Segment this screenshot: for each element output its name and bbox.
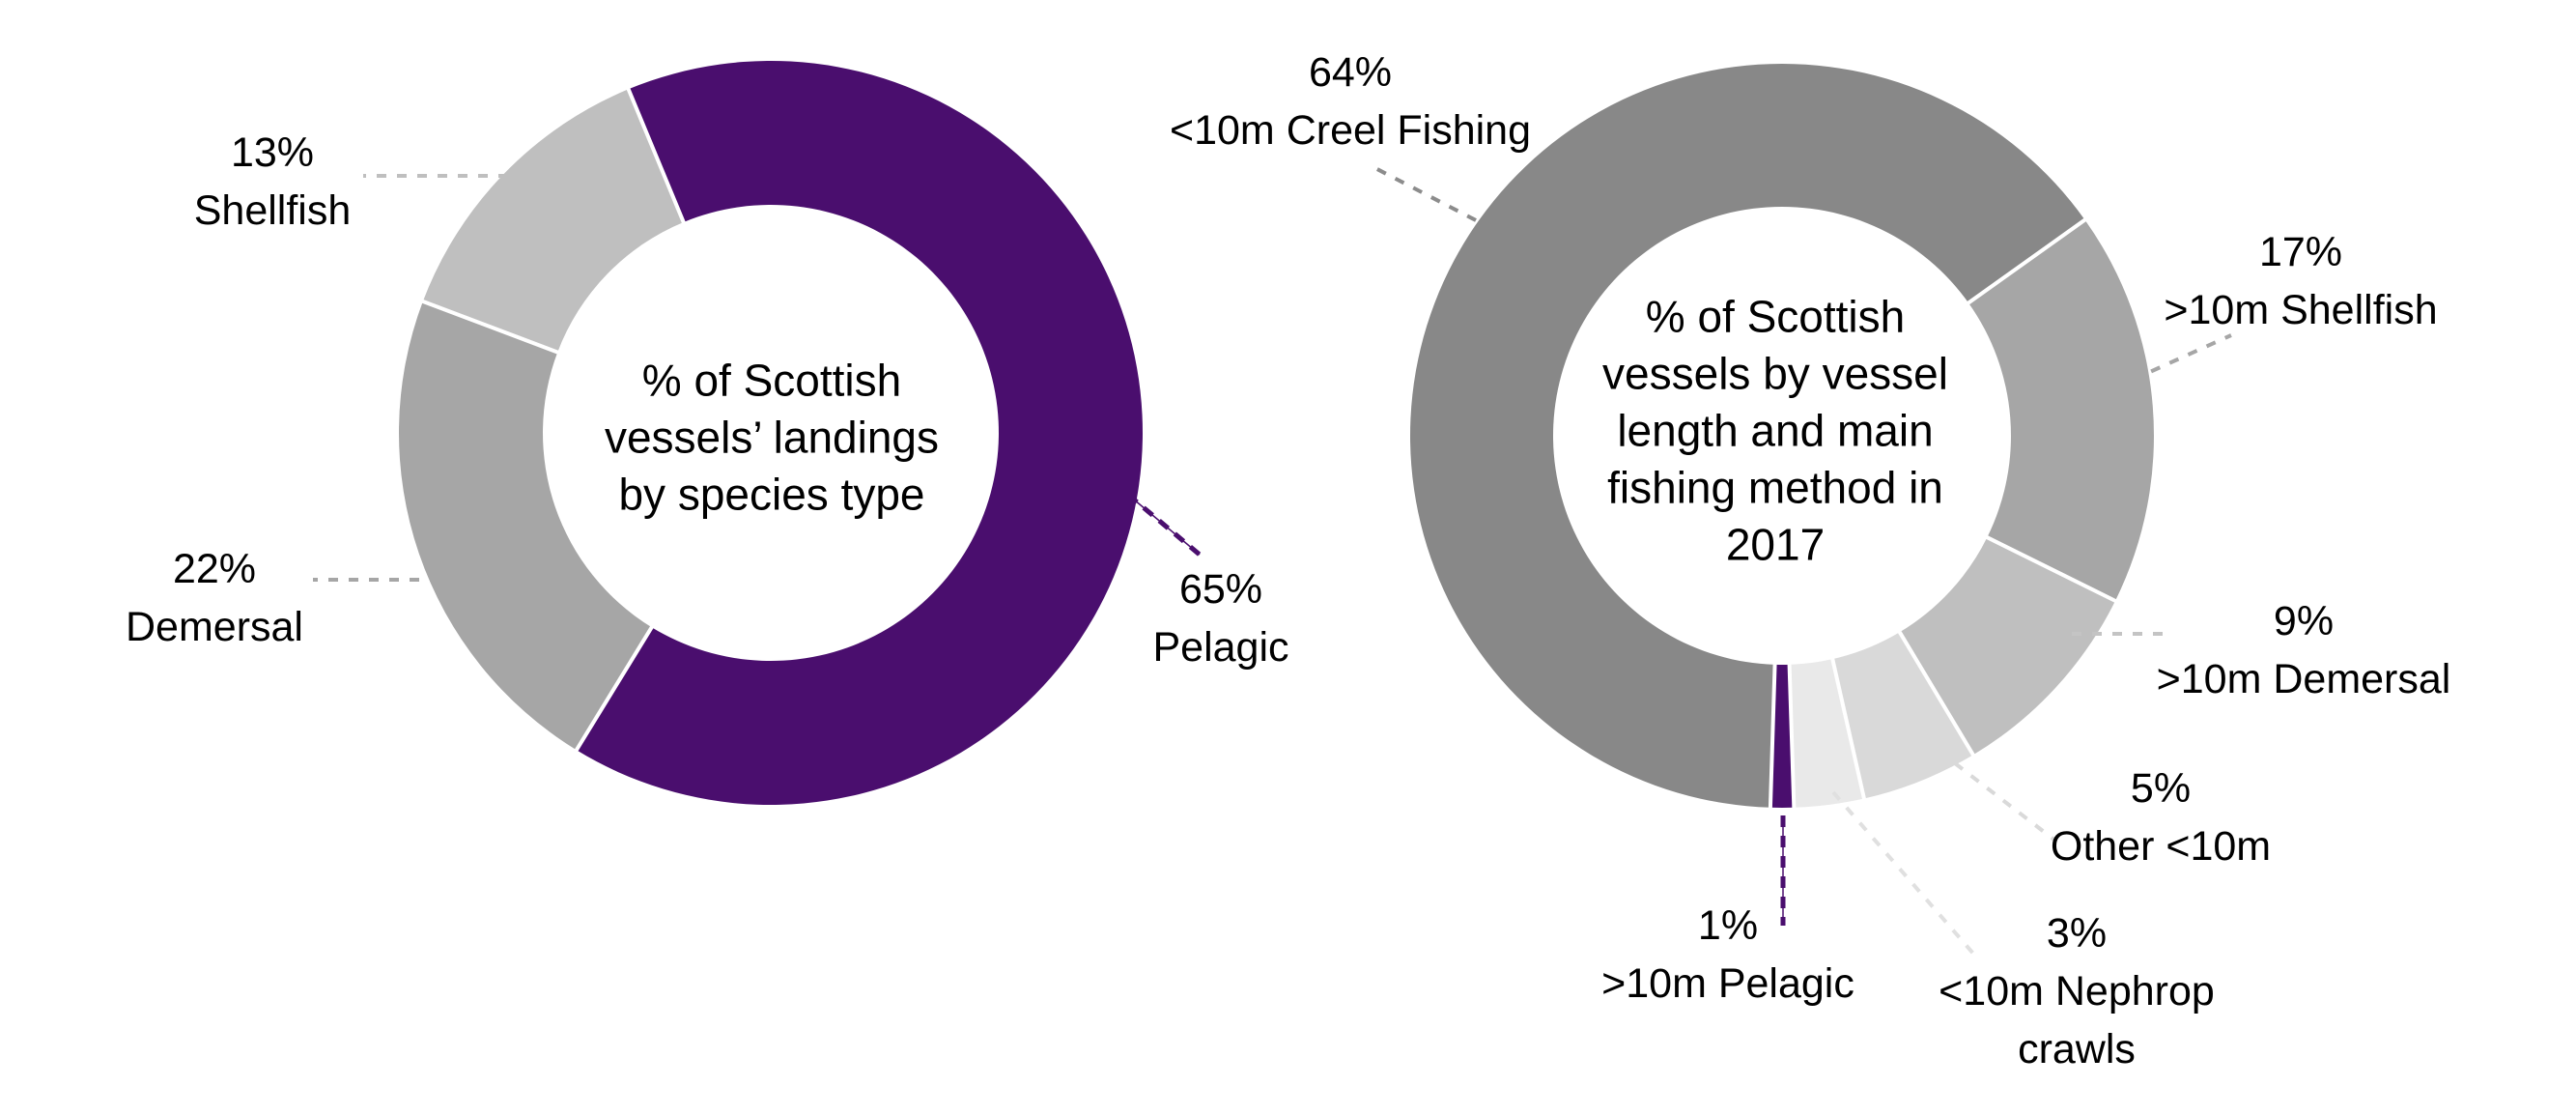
data-label-line: >10m Pelagic <box>1601 960 1854 1007</box>
vessels-by-length-and-method-slice-pelagic-over-10m <box>1769 664 1795 808</box>
data-label-line: 22% <box>172 546 257 592</box>
data-label-line: 17% <box>2258 229 2343 275</box>
vessels-by-length-and-method-data-label-pelagic-over-10m: 1% >10m Pelagic <box>1601 897 1854 1013</box>
vessels-by-length-and-method-slice-creel-fishing-under-10m <box>1409 63 2085 808</box>
landings-by-species-slice-separator <box>574 624 655 754</box>
vessels-by-length-and-method-leader-line-creel-fishing-under-10m <box>1371 164 1477 222</box>
vessels-by-length-and-method-slice-separator <box>1966 216 2088 306</box>
data-label-line: 1% <box>1697 902 1759 949</box>
right-donut-title-line: vessels by vessel <box>1602 348 1948 399</box>
data-label-line: Other <10m <box>2050 823 2272 870</box>
vessels-by-length-and-method-slice-other-under-10m <box>1832 632 1973 799</box>
landings-by-species-slice-shellfish <box>422 89 684 353</box>
landings-by-species-slice-separator <box>420 299 560 356</box>
landings-by-species-data-label-demersal: 22% Demersal <box>126 540 303 656</box>
data-label-line: >10m Shellfish <box>2164 287 2438 333</box>
right-donut-title-line: fishing method in <box>1607 462 1943 513</box>
landings-by-species-slice-pelagic <box>576 61 1143 806</box>
vessels-by-length-and-method-slice-separator <box>1829 656 1867 801</box>
landings-by-species-data-label-pelagic: 65% Pelagic <box>1152 560 1288 676</box>
vessels-by-length-and-method-leader-line-nephrop-crawls-under-10m <box>1831 790 1976 957</box>
data-label-line: 5% <box>2130 765 2192 812</box>
vessels-by-length-and-method-data-label-creel-fishing-under-10m: 64% <10m Creel Fishing <box>1170 43 1531 159</box>
vessels-by-length-and-method-slice-separator <box>1984 534 2118 604</box>
left-donut-title-line: % of Scottish <box>641 355 902 406</box>
left-donut-title-line: by species type <box>618 469 925 520</box>
landings-by-species-data-label-shellfish: 13% Shellfish <box>194 124 352 240</box>
left-donut-center-title: % of Scottish vessels’ landings by speci… <box>605 353 939 524</box>
right-donut-title-line: % of Scottish <box>1645 291 1906 342</box>
vessels-by-length-and-method-data-label-other-under-10m: 5% Other <10m <box>2051 759 2271 875</box>
landings-by-species-slice-separator <box>626 86 687 225</box>
vessels-by-length-and-method-slice-separator <box>1768 662 1777 810</box>
data-label-line: 9% <box>2273 598 2335 644</box>
landings-by-species-slice-demersal <box>399 300 652 751</box>
right-donut-title-line: length and main <box>1617 405 1934 456</box>
data-label-line: 13% <box>230 129 315 176</box>
data-label-line: Pelagic <box>1152 624 1289 671</box>
data-label-line: 64% <box>1308 49 1393 96</box>
data-label-line: <10m Creel Fishing <box>1169 107 1532 154</box>
vessels-by-length-and-method-slice-separator <box>1787 662 1797 810</box>
vessels-by-length-and-method-data-label-shellfish-over-10m: 17% >10m Shellfish <box>2164 223 2437 339</box>
right-donut-title-line: 2017 <box>1725 519 1826 570</box>
vessels-by-length-and-method-data-label-nephrop-crawls-under-10m: 3% <10m Nephrop crawls <box>1939 904 2215 1078</box>
vessels-by-length-and-method-data-label-demersal-over-10m: 9% >10m Demersal <box>2157 592 2451 708</box>
data-label-line: Shellfish <box>193 187 352 234</box>
vessels-by-length-and-method-slice-shellfish-over-10m <box>1968 219 2154 601</box>
data-label-line: <10m Nephrop <box>1939 968 2215 1015</box>
right-donut-center-title: % of Scottish vessels by vessel length a… <box>1602 289 1948 574</box>
data-label-line: crawls <box>2018 1026 2136 1072</box>
left-donut-title-line: vessels’ landings <box>604 412 940 463</box>
landings-by-species-leader-line-pelagic <box>1126 493 1202 557</box>
vessels-by-length-and-method-leader-line-other-under-10m <box>1953 761 2057 843</box>
data-label-line: 65% <box>1178 566 1263 613</box>
vessels-by-length-and-method-slice-demersal-over-10m <box>1899 537 2116 756</box>
vessels-by-length-and-method-slice-nephrop-crawls-under-10m <box>1789 659 1864 808</box>
vessels-by-length-and-method-slice-separator <box>1897 629 1976 758</box>
data-label-line: 3% <box>2046 910 2108 957</box>
vessels-by-length-and-method-leader-line-shellfish-over-10m <box>2132 333 2232 382</box>
data-label-line: Demersal <box>126 604 303 650</box>
data-label-line: >10m Demersal <box>2156 656 2451 702</box>
